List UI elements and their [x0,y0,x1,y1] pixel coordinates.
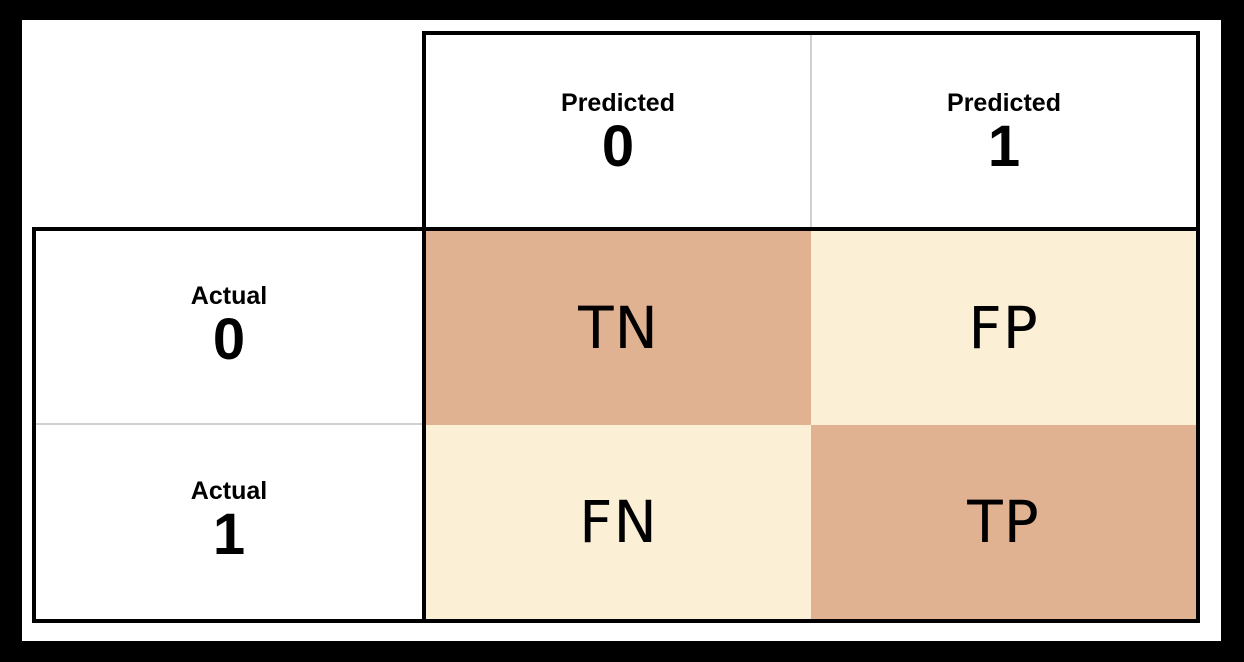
matrix-grid: TN FP FN TP [422,227,1200,623]
true-negative-cell: TN [426,231,811,425]
confusion-matrix-figure: Predicted 0 Predicted 1 Actual 0 Actual … [22,20,1221,641]
false-negative-cell: FN [426,425,811,619]
actual-header-block: Actual 0 Actual 1 [32,227,426,623]
predicted-0-label: Predicted [561,88,675,117]
actual-1-value: 1 [212,502,246,568]
predicted-header-block: Predicted 0 Predicted 1 [422,31,1200,227]
predicted-1-value: 1 [987,114,1021,180]
false-positive-cell: FP [811,231,1196,425]
actual-0-label: Actual [190,281,268,310]
actual-0-header: Actual 0 [36,231,422,425]
actual-0-value: 0 [212,307,246,373]
predicted-1-label: Predicted [947,88,1061,117]
predicted-0-header: Predicted 0 [426,35,812,227]
true-positive-cell: TP [811,425,1196,619]
actual-1-header: Actual 1 [36,425,422,619]
actual-1-label: Actual [190,476,268,505]
predicted-0-value: 0 [601,114,635,180]
predicted-1-header: Predicted 1 [812,35,1196,227]
